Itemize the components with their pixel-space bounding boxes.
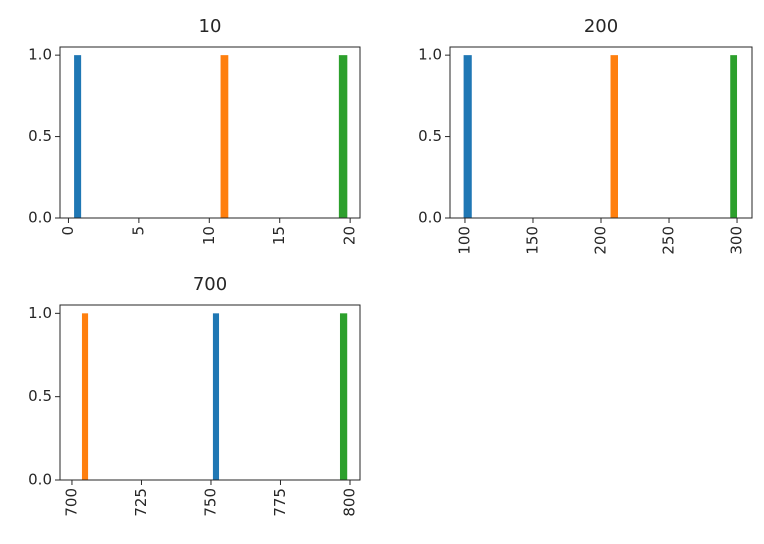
x-tick-label: 0 bbox=[59, 226, 77, 236]
x-tick-label: 200 bbox=[592, 226, 610, 255]
histogram-bar bbox=[730, 55, 738, 219]
x-tick-label: 700 bbox=[62, 488, 80, 517]
subplot-title: 200 bbox=[584, 16, 618, 37]
histogram-bar bbox=[212, 313, 220, 480]
histogram-bar bbox=[339, 313, 348, 480]
y-tick-label: 1.0 bbox=[28, 46, 52, 64]
histogram-bar bbox=[74, 55, 82, 219]
x-tick-label: 10 bbox=[200, 226, 218, 245]
y-tick-label: 0.0 bbox=[28, 209, 52, 227]
x-tick-label: 775 bbox=[271, 488, 289, 517]
y-tick-label: 1.0 bbox=[28, 304, 52, 322]
y-tick-label: 0.0 bbox=[28, 471, 52, 489]
y-tick-label: 1.0 bbox=[418, 46, 442, 64]
x-tick-label: 150 bbox=[523, 226, 541, 255]
y-tick-label: 0.5 bbox=[418, 127, 442, 145]
histogram-bar bbox=[463, 55, 472, 219]
x-tick-label: 750 bbox=[201, 488, 219, 517]
histogram-bar bbox=[610, 55, 619, 219]
x-tick-label: 250 bbox=[660, 226, 678, 255]
y-tick-label: 0.0 bbox=[418, 209, 442, 227]
subplot-title: 700 bbox=[193, 274, 227, 295]
histogram-bar bbox=[220, 55, 229, 219]
histogram-bar bbox=[338, 55, 348, 219]
y-tick-label: 0.5 bbox=[28, 387, 52, 405]
axes-frame bbox=[59, 304, 361, 481]
x-tick-label: 15 bbox=[270, 226, 288, 245]
x-tick-label: 5 bbox=[129, 226, 147, 236]
x-tick-label: 800 bbox=[340, 488, 358, 517]
axes-frame bbox=[449, 46, 753, 219]
y-tick-label: 0.5 bbox=[28, 127, 52, 145]
x-tick-label: 100 bbox=[455, 226, 473, 255]
x-tick-label: 300 bbox=[728, 226, 746, 255]
subplot-title: 10 bbox=[199, 16, 222, 37]
histogram-bar bbox=[81, 313, 89, 480]
axes-frame bbox=[59, 46, 361, 219]
x-tick-label: 20 bbox=[341, 226, 359, 245]
x-tick-label: 725 bbox=[132, 488, 150, 517]
